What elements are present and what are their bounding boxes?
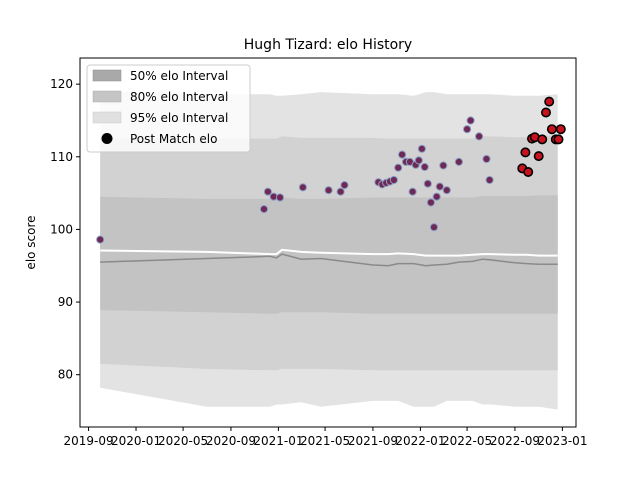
x-axis: 2019-092020-012020-052020-092021-012021-… — [63, 427, 587, 448]
post-match-point — [533, 151, 544, 162]
x-tick-label: 2022-01 — [395, 434, 445, 448]
post-match-point — [454, 157, 463, 166]
post-match-point — [298, 183, 307, 192]
legend-label-50: 50% elo Interval — [130, 69, 228, 83]
y-tick-label: 120 — [50, 77, 73, 91]
post-match-point — [537, 134, 548, 145]
post-match-point — [263, 187, 272, 196]
post-match-point — [420, 162, 429, 172]
x-tick-label: 2022-09 — [490, 434, 540, 448]
x-tick-label: 2020-05 — [158, 434, 208, 448]
post-match-point — [423, 179, 432, 188]
post-match-point — [555, 124, 566, 135]
post-match-point — [439, 161, 448, 170]
post-match-point — [432, 192, 441, 201]
x-tick-label: 2021-05 — [300, 434, 350, 448]
x-tick-label: 2022-05 — [442, 434, 492, 448]
post-match-point — [485, 175, 494, 185]
post-match-point — [398, 150, 407, 159]
post-match-point — [544, 96, 555, 107]
legend-swatch-50 — [92, 69, 122, 82]
y-tick-label: 80 — [58, 368, 73, 382]
plot-area — [96, 90, 566, 410]
post-match-point — [417, 144, 426, 153]
post-match-point — [523, 167, 534, 178]
y-axis-label: elo score — [24, 215, 38, 269]
post-match-point — [324, 186, 333, 195]
post-match-point — [394, 163, 403, 172]
post-match-point — [475, 132, 484, 141]
x-tick-label: 2021-01 — [253, 434, 303, 448]
x-tick-label: 2019-09 — [63, 434, 113, 448]
legend-swatch-80 — [92, 90, 122, 103]
post-match-point — [520, 147, 531, 158]
x-tick-label: 2020-01 — [111, 434, 161, 448]
legend-label-post-match: Post Match elo — [130, 132, 217, 146]
post-match-point — [540, 107, 551, 118]
axes-frame — [79, 57, 577, 428]
post-match-point — [429, 223, 439, 232]
y-tick-label: 90 — [58, 295, 73, 309]
band-50 — [100, 195, 558, 314]
legend-label-95: 95% elo Interval — [130, 111, 228, 125]
legend-marker-post-match — [101, 133, 113, 144]
post-match-point — [340, 181, 349, 190]
post-match-point — [414, 156, 423, 165]
post-match-point — [442, 186, 451, 195]
mean-line — [100, 248, 558, 257]
post-match-point — [275, 193, 285, 202]
post-match-point — [336, 187, 345, 196]
y-tick-label: 110 — [50, 150, 73, 164]
legend-label-80: 80% elo Interval — [130, 90, 228, 104]
x-tick-label: 2023-01 — [537, 434, 587, 448]
legend-frame — [86, 64, 251, 153]
y-tick-label: 100 — [50, 222, 73, 236]
post-match-point — [389, 175, 398, 185]
post-match-point — [259, 205, 269, 214]
post-match-point — [553, 134, 564, 145]
legend: 50% elo Interval 80% elo Interval 95% el… — [86, 64, 251, 153]
y-axis: 80 90 100 110 120 — [50, 77, 80, 382]
x-tick-label: 2020-09 — [206, 434, 256, 448]
chart-title: Hugh Tizard: elo History — [244, 37, 412, 53]
post-match-point — [546, 124, 557, 135]
x-tick-label: 2021-09 — [348, 434, 398, 448]
median-line — [100, 253, 558, 267]
legend-swatch-95 — [92, 111, 122, 124]
post-match-point — [408, 187, 417, 196]
post-match-point — [435, 182, 444, 191]
post-match-point — [482, 154, 491, 164]
post-match-point — [466, 116, 475, 125]
post-match-point — [96, 235, 105, 244]
post-match-point — [426, 198, 435, 207]
post-match-point — [463, 125, 472, 134]
